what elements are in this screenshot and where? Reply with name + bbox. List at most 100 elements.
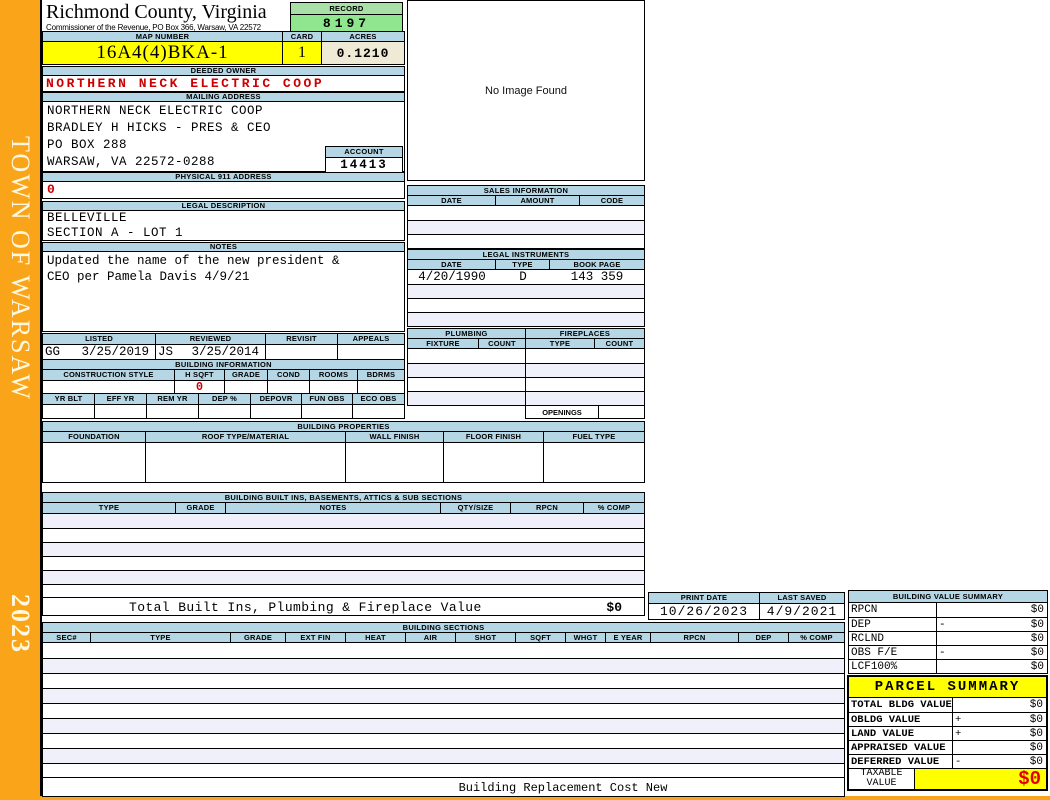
notes-block: Updated the name of the new president & …: [42, 251, 405, 332]
reviewed-header: REVIEWED: [156, 334, 266, 344]
bvs-row-label: RPCN: [849, 603, 937, 617]
photo-panel: No Image Found: [407, 0, 645, 181]
legal-instruments-title: LEGAL INSTRUMENTS: [408, 250, 644, 260]
acres-value: 0.1210: [322, 42, 404, 64]
empty-row: [408, 234, 644, 248]
bvs-value: $0: [1030, 632, 1044, 645]
empty-row: [43, 584, 644, 598]
column-header: GRADE: [225, 370, 268, 380]
column-header: QTY/SIZE: [441, 503, 511, 513]
builtins-total-value: $0: [606, 600, 622, 615]
bvs-row-value: - $0: [937, 618, 1047, 631]
rooms-value: [310, 381, 358, 393]
plumbing-table: PLUMBING FIXTURE COUNT: [407, 328, 526, 406]
last-saved-header: LAST SAVED: [760, 593, 844, 603]
cond-value: [268, 381, 310, 393]
parcel-row-label: LAND VALUE: [849, 727, 953, 740]
account-value: 14413: [340, 158, 388, 172]
account-label: ACCOUNT: [326, 147, 402, 158]
column-header: FUN OBS: [302, 394, 353, 404]
commissioner-line: Commissioner of the Revenue, PO Box 366,…: [46, 23, 261, 32]
empty-row: [526, 377, 644, 391]
eff-yr-value: [95, 405, 147, 418]
taxable-label-line: TAXABLE: [860, 769, 903, 779]
column-header: YR BLT: [43, 394, 95, 404]
reviewed-cell: JS 3/25/2014: [156, 345, 266, 359]
column-header: ROOMS: [310, 370, 358, 380]
bvs-row-label: LCF 100%: [849, 660, 937, 673]
building-sections-title: BUILDING SECTIONS: [43, 623, 844, 633]
record-value: 8197: [291, 15, 402, 31]
physical-address-header: PHYSICAL 911 ADDRESS: [42, 172, 405, 182]
column-header: AMOUNT: [496, 196, 580, 205]
listed-cell: GG 3/25/2019: [43, 345, 156, 359]
builtins-total-label: Total Built Ins, Plumbing & Fireplace Va…: [129, 600, 482, 615]
sales-table: SALES INFORMATION DATE AMOUNT CODE: [407, 185, 645, 249]
foundation-value: [43, 443, 146, 482]
column-header: WALL FINISH: [346, 432, 444, 442]
review-table: LISTED REVIEWED REVISIT APPEALS GG 3/25/2…: [42, 333, 405, 360]
depovr-value: [251, 405, 302, 418]
bvs-value: $0: [1030, 646, 1044, 659]
building-value-summary: BUILDING VALUE SUMMARY RPCN $0 DEP - $0 R…: [848, 590, 1048, 674]
notes-line: Updated the name of the new president &: [47, 254, 340, 268]
builtins-title: BUILDING BUILT INS, BASEMENTS, ATTICS & …: [43, 493, 644, 503]
column-header: NOTES: [226, 503, 441, 513]
map-number-header: MAP NUMBER: [43, 32, 283, 41]
mailing-address-block: NORTHERN NECK ELECTRIC COOP BRADLEY H HI…: [42, 101, 405, 172]
bvs-row-value: - $0: [937, 646, 1047, 659]
warsaw-sidebar: TOWN OF WARSAW 2023: [0, 0, 40, 800]
floor-finish-value: [444, 443, 544, 482]
grade-value: [225, 381, 268, 393]
parcel-op: +: [955, 727, 962, 740]
notes-header: NOTES: [42, 242, 405, 252]
parcel-value: $0: [1029, 699, 1043, 711]
map-number-table: MAP NUMBER CARD ACRES 16A4(4)BKA-1 1 0.1…: [42, 31, 405, 65]
bdrms-value: [358, 381, 404, 393]
empty-row: [526, 349, 644, 363]
card-value: 1: [283, 42, 322, 64]
taxable-value: $0: [915, 769, 1046, 789]
column-header: RPCN: [511, 503, 584, 513]
listed-by: GG: [45, 345, 61, 359]
mailing-line: PO BOX 288: [47, 138, 128, 152]
column-header: TYPE: [526, 339, 595, 348]
deeded-owner-value: NORTHERN NECK ELECTRIC COOP: [42, 75, 405, 92]
openings-label: OPENINGS: [526, 406, 599, 418]
column-header: E YEAR: [606, 633, 651, 642]
column-header: H SQFT: [175, 370, 225, 380]
column-header: TYPE: [496, 260, 550, 269]
parcel-summary: PARCEL SUMMARY TOTAL BLDG VALUE $0 OBLDG…: [847, 675, 1048, 791]
column-header: EFF YR: [95, 394, 147, 404]
parcel-value: $0: [1029, 727, 1043, 740]
column-header: TYPE: [91, 633, 231, 642]
column-header: COND: [268, 370, 310, 380]
bvs-label: RCLND: [851, 632, 885, 645]
column-header: % COMP: [789, 633, 844, 642]
parcel-row-label: APPRAISED VALUE: [849, 741, 953, 754]
empty-row: [408, 377, 525, 391]
replacement-cost-row: Building Replacement Cost New: [42, 777, 845, 797]
bvs-row-value: $0: [937, 660, 1047, 673]
building-info-title: BUILDING INFORMATION: [43, 360, 404, 370]
builtins-total-row: Total Built Ins, Plumbing & Fireplace Va…: [42, 597, 645, 616]
eco-obs-value: [353, 405, 404, 418]
parcel-value: $0: [1029, 741, 1043, 754]
reviewed-date: 3/25/2014: [191, 345, 259, 359]
construction-style-value: [43, 381, 175, 393]
column-header: FOUNDATION: [43, 432, 146, 442]
bvs-op: -: [939, 646, 946, 659]
parcel-summary-title: PARCEL SUMMARY: [849, 677, 1046, 698]
h-sqft-value: 0: [175, 381, 225, 393]
parcel-op: -: [955, 755, 962, 768]
parcel-row-value: - $0: [953, 755, 1046, 768]
county-header: Richmond County, Virginia Commissioner o…: [46, 2, 290, 33]
bvs-pct: 100%: [870, 660, 898, 673]
column-header: GRADE: [231, 633, 286, 642]
legal-instruments-table: LEGAL INSTRUMENTS DATE TYPE BOOK PAGE 4/…: [407, 249, 645, 327]
wall-finish-value: [346, 443, 444, 482]
column-header: AIR: [406, 633, 456, 642]
parcel-value: $0: [1029, 713, 1043, 726]
empty-row: [43, 703, 844, 718]
bvs-value: $0: [1030, 604, 1044, 616]
